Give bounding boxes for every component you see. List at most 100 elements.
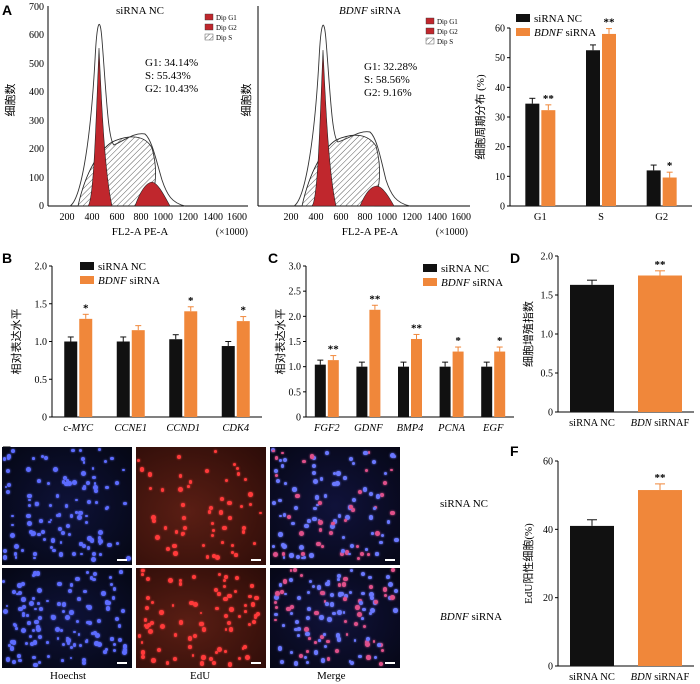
- flow-bdnf-ylabel: 细胞数: [240, 84, 253, 117]
- micrograph-edu-bdnf: [136, 568, 266, 668]
- cell-nucleus: [294, 619, 300, 625]
- cell-nucleus: [217, 592, 221, 596]
- cell-nucleus: [20, 627, 26, 633]
- cell-nucleus: [299, 574, 304, 578]
- cell-nucleus: [79, 542, 83, 546]
- cell-nucleus: [208, 656, 213, 661]
- cell-nucleus: [323, 633, 327, 636]
- cell-nucleus: [12, 590, 17, 595]
- cell-nucleus: [371, 532, 374, 535]
- cell-nucleus: [275, 591, 281, 596]
- cell-nucleus: [57, 512, 62, 517]
- bar-bdnf: [131, 330, 145, 417]
- cell-nucleus: [320, 658, 326, 663]
- cell-nucleus: [121, 649, 127, 655]
- cell-nucleus: [313, 650, 319, 656]
- x-category-label: BDN siRNAF: [631, 418, 690, 429]
- cell-nucleus: [259, 511, 263, 515]
- cell-nucleus: [62, 643, 66, 647]
- cell-nucleus: [256, 611, 261, 616]
- cell-nucleus: [275, 474, 279, 478]
- cell-nucleus: [278, 583, 282, 587]
- y-tick-label: 3.0: [289, 262, 302, 273]
- cell-nucleus: [237, 656, 242, 660]
- cell-nucleus: [107, 600, 112, 605]
- cell-nucleus: [388, 582, 394, 588]
- cell-nucleus: [85, 514, 89, 518]
- cell-nucleus: [311, 470, 316, 475]
- cell-nucleus: [337, 582, 342, 587]
- cell-nucleus: [108, 575, 112, 579]
- micrograph-hoechst-nc: [2, 447, 132, 565]
- cell-nucleus: [137, 458, 141, 462]
- cell-nucleus: [367, 552, 371, 556]
- x-category-label: siRNA NC: [569, 672, 615, 683]
- cell-nucleus: [369, 584, 374, 589]
- cell-cycle-bar-chart: 0 10 20 30 40 50 60 细胞周期分布 (%) ** G1 ** S * G2 siRNA N…: [474, 13, 692, 223]
- y-tick-label: 1.5: [35, 299, 48, 310]
- cell-nucleus: [308, 580, 312, 584]
- cell-nucleus: [168, 578, 174, 583]
- cell-nucleus: [47, 654, 51, 659]
- cell-nucleus: [345, 633, 349, 637]
- significance-mark: **: [328, 344, 340, 356]
- flow-nc-stats: G1: 34.14% S: 55.43% G2: 10.43%: [145, 57, 198, 95]
- cell-nucleus: [244, 477, 247, 481]
- cell-nucleus: [325, 639, 330, 644]
- cell-nucleus: [27, 503, 31, 507]
- cell-nucleus: [228, 516, 232, 521]
- cell-nucleus: [2, 608, 8, 614]
- cell-nucleus: [58, 526, 63, 531]
- y-tick-label: 0.5: [35, 375, 48, 386]
- cell-nucleus: [178, 579, 182, 583]
- cell-nucleus: [29, 634, 33, 638]
- cell-nucleus: [301, 552, 305, 556]
- cell-nucleus: [33, 662, 38, 667]
- significance-mark: **: [604, 17, 616, 29]
- cell-nucleus: [10, 514, 14, 518]
- cell-nucleus: [87, 536, 92, 541]
- cell-nucleus: [241, 525, 247, 531]
- cell-nucleus: [220, 496, 224, 501]
- cell-nucleus: [18, 606, 23, 612]
- cell-nucleus: [388, 595, 393, 601]
- stat-s: S: 55.43%: [145, 70, 191, 82]
- cell-nucleus: [289, 553, 294, 558]
- cell-nucleus: [5, 604, 9, 608]
- cell-nucleus: [166, 547, 171, 552]
- bar-bdnf: [79, 318, 93, 417]
- cell-nucleus: [208, 510, 212, 514]
- cell-nucleus: [281, 552, 285, 556]
- cell-nucleus: [236, 472, 241, 476]
- x-category-label: CCND1: [166, 423, 200, 434]
- cell-nucleus: [306, 650, 309, 653]
- cell-nucleus: [389, 468, 393, 472]
- y-tick-label: 0: [548, 662, 553, 673]
- y-tick-label: 0: [500, 202, 505, 213]
- cell-nucleus: [308, 553, 314, 558]
- histogram-outline: [69, 24, 186, 207]
- bar-nc: [570, 525, 614, 666]
- x-tick: 200: [284, 212, 299, 223]
- cell-nucleus: [312, 456, 317, 461]
- cell-nucleus: [337, 574, 341, 579]
- cell-nucleus: [307, 519, 312, 523]
- cell-nucleus: [383, 594, 387, 598]
- cell-nucleus: [97, 642, 103, 648]
- flow-bdnf-xlabel: FL2-A PE-A: [342, 226, 399, 238]
- scale-bar: [251, 559, 261, 561]
- cell-nucleus: [362, 450, 368, 456]
- cell-nucleus: [291, 521, 295, 526]
- edu-positive-chart: 0 20 40 60 EdU阳性细胞(%) siRNA NC ** BDN siRNAF: [521, 457, 694, 683]
- cell-nucleus: [67, 533, 71, 537]
- cell-nucleus: [3, 555, 8, 560]
- cell-nucleus: [123, 501, 127, 505]
- cell-nucleus: [274, 612, 278, 617]
- cell-nucleus: [26, 513, 31, 519]
- cell-nucleus: [21, 597, 26, 602]
- significance-mark: **: [543, 93, 555, 105]
- x-tick: 1600: [227, 212, 247, 223]
- legend-s: Dip S: [437, 38, 453, 46]
- y-tick-label: 30: [495, 113, 505, 124]
- cell-nucleus: [276, 478, 281, 483]
